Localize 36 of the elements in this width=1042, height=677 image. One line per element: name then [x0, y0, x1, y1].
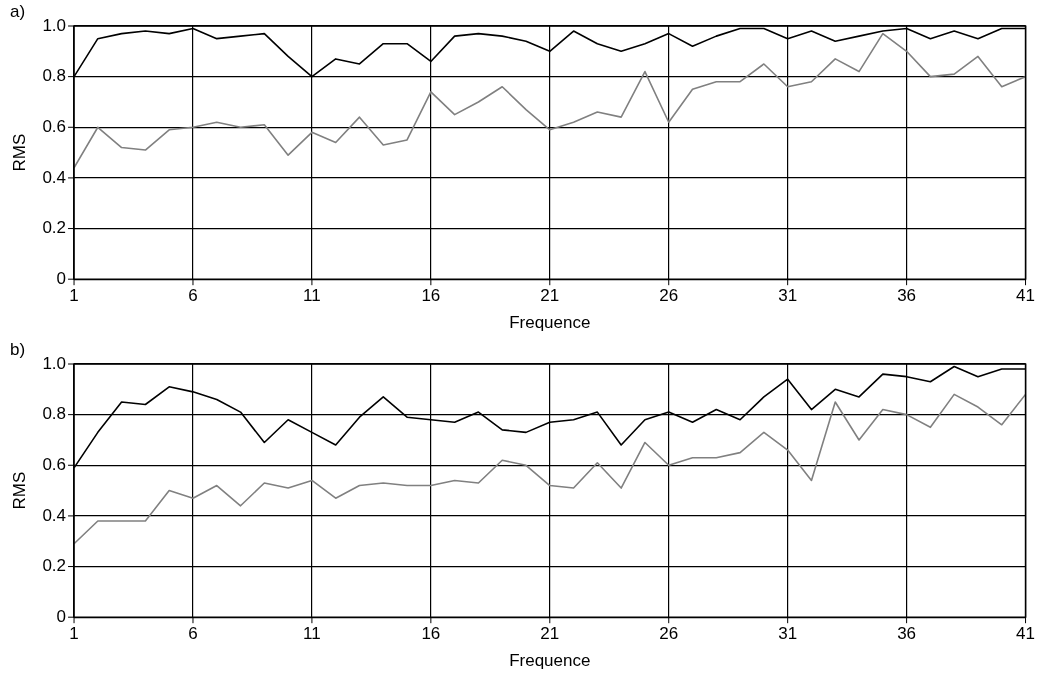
- x-tick-label: 21: [540, 286, 560, 306]
- y-tick-label: 0.6: [42, 116, 67, 136]
- y-tick-label: 0.2: [42, 556, 67, 576]
- y-tick-label: 1.0: [42, 15, 67, 35]
- x-tick-label: 41: [1016, 624, 1036, 644]
- x-tick-label: 11: [303, 624, 321, 644]
- x-tick-label: 1: [69, 624, 79, 644]
- y-tick-label: 0.6: [42, 454, 67, 474]
- y-tick-label: 0: [56, 268, 67, 288]
- y-tick-label: 0.4: [42, 505, 67, 525]
- x-tick-label: 6: [188, 286, 198, 306]
- y-axis-title: RMS: [9, 471, 29, 510]
- x-tick-label: 36: [897, 624, 917, 644]
- x-tick-label: 6: [188, 624, 198, 644]
- y-tick-label: 0.4: [42, 167, 67, 187]
- x-axis-title: Frequence: [509, 313, 591, 333]
- x-tick-label: 36: [897, 286, 917, 306]
- x-tick-label: 26: [659, 624, 679, 644]
- chart-title: b): [10, 340, 26, 360]
- y-tick-label: 0: [56, 606, 67, 626]
- y-tick-label: 1.0: [42, 353, 67, 373]
- x-tick-label: 16: [421, 624, 441, 644]
- y-tick-label: 0.8: [42, 404, 67, 424]
- chart-title: a): [10, 2, 26, 22]
- x-tick-label: 21: [540, 624, 560, 644]
- x-tick-label: 16: [421, 286, 441, 306]
- x-tick-label: 26: [659, 286, 679, 306]
- x-tick-label: 31: [778, 286, 798, 306]
- x-axis-title: Frequence: [509, 651, 591, 671]
- x-tick-label: 1: [69, 286, 79, 306]
- y-tick-label: 0.2: [42, 218, 67, 238]
- y-axis-title: RMS: [9, 133, 29, 172]
- x-tick-label: 31: [778, 624, 798, 644]
- x-tick-label: 11: [303, 286, 321, 306]
- x-tick-label: 41: [1016, 286, 1036, 306]
- y-tick-label: 0.8: [42, 66, 67, 86]
